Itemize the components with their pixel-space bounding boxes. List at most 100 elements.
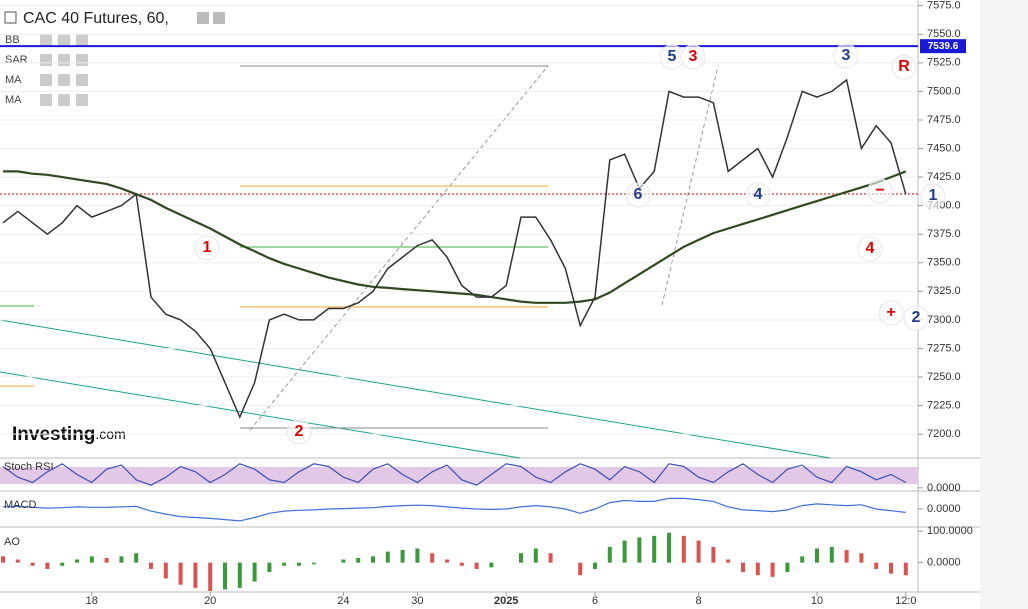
y-tick-label: 7500.0 bbox=[927, 85, 961, 97]
side-strip bbox=[980, 0, 1028, 609]
histogram-bar bbox=[415, 548, 420, 563]
histogram-bar bbox=[297, 562, 301, 566]
collapse-icon[interactable] bbox=[4, 11, 17, 24]
icon[interactable] bbox=[58, 54, 70, 66]
histogram-bar bbox=[385, 551, 390, 563]
histogram-bar bbox=[696, 540, 701, 563]
histogram-bar bbox=[15, 559, 20, 563]
histogram-bar bbox=[356, 557, 361, 563]
series-line bbox=[2, 78, 907, 419]
icon[interactable] bbox=[58, 74, 70, 86]
histogram-bar bbox=[844, 550, 849, 563]
histogram-bar bbox=[711, 546, 716, 563]
trend-line bbox=[0, 371, 521, 459]
histogram-bar bbox=[474, 562, 479, 569]
histogram-bar bbox=[45, 562, 50, 569]
y-tick-label: 100.0000 bbox=[927, 525, 973, 537]
histogram-bar bbox=[75, 559, 79, 563]
wave-circle bbox=[867, 178, 893, 204]
histogram-bar bbox=[252, 562, 257, 582]
icon[interactable] bbox=[58, 34, 70, 46]
wave-circle bbox=[194, 235, 220, 261]
x-tick-label: 24 bbox=[337, 595, 349, 607]
histogram-bar bbox=[815, 548, 819, 563]
indicator-label[interactable]: SAR bbox=[5, 54, 28, 66]
histogram-bar bbox=[622, 540, 627, 563]
histogram-bar bbox=[89, 556, 94, 563]
histogram-bar bbox=[859, 553, 864, 563]
icon[interactable] bbox=[58, 94, 70, 106]
icon[interactable] bbox=[197, 12, 209, 24]
icon[interactable] bbox=[40, 34, 52, 46]
histogram-bar bbox=[829, 546, 834, 563]
wave-label: R bbox=[898, 58, 910, 75]
histogram-bar bbox=[519, 553, 523, 563]
x-tick-label: 18 bbox=[86, 595, 98, 607]
histogram-bar bbox=[223, 562, 227, 590]
wave-circle bbox=[745, 182, 771, 208]
trend-line bbox=[0, 319, 831, 459]
x-tick-label: 20 bbox=[204, 595, 216, 607]
pane-label[interactable]: MACD bbox=[4, 499, 36, 511]
histogram-bar bbox=[548, 553, 553, 563]
wave-circle bbox=[833, 43, 859, 69]
histogram-bar bbox=[400, 550, 405, 563]
histogram-bar bbox=[341, 559, 346, 563]
icon[interactable] bbox=[76, 94, 88, 106]
icon[interactable] bbox=[40, 54, 52, 66]
wave-label: 2 bbox=[912, 309, 921, 326]
x-tick-label: 12:0 bbox=[895, 595, 916, 607]
histogram-bar bbox=[578, 562, 583, 576]
histogram-bar bbox=[430, 553, 435, 563]
histogram-bar bbox=[371, 556, 375, 563]
pane-label[interactable]: AO bbox=[4, 536, 20, 548]
histogram-bar bbox=[119, 556, 124, 563]
indicator-label[interactable]: MA bbox=[5, 74, 22, 86]
icon[interactable] bbox=[76, 54, 88, 66]
indicator-label[interactable]: MA bbox=[5, 94, 22, 106]
icon[interactable] bbox=[40, 94, 52, 106]
indicator-label[interactable]: BB bbox=[5, 34, 20, 46]
wave-label: 6 bbox=[634, 186, 643, 203]
icon[interactable] bbox=[213, 12, 225, 24]
wave-circle bbox=[286, 419, 312, 445]
trend-line bbox=[249, 65, 549, 431]
icon[interactable] bbox=[76, 74, 88, 86]
histogram-bar bbox=[1, 556, 5, 563]
histogram-bar bbox=[311, 562, 316, 565]
x-tick-label: 8 bbox=[696, 595, 702, 607]
histogram-bar bbox=[237, 562, 242, 588]
histogram-bar bbox=[459, 562, 464, 566]
icon[interactable] bbox=[40, 74, 52, 86]
x-tick-label: 6 bbox=[592, 595, 598, 607]
histogram-bar bbox=[149, 562, 153, 569]
histogram-bar bbox=[755, 562, 760, 576]
y-tick-label: 7525.0 bbox=[927, 57, 961, 69]
histogram-bar bbox=[60, 562, 65, 566]
series-line bbox=[2, 497, 906, 522]
icon[interactable] bbox=[76, 34, 88, 46]
wave-label: 3 bbox=[689, 48, 698, 65]
histogram-bar bbox=[593, 562, 597, 569]
y-tick-label: 0.0000 bbox=[927, 503, 961, 515]
wave-label: 4 bbox=[866, 240, 875, 257]
histogram-bar bbox=[637, 537, 642, 563]
pane-label[interactable]: Stoch RSI bbox=[4, 461, 54, 473]
histogram-bar bbox=[741, 562, 745, 573]
y-tick-label: 7475.0 bbox=[927, 114, 961, 126]
wave-label: + bbox=[886, 304, 895, 321]
histogram-bar bbox=[489, 562, 494, 568]
histogram-bar bbox=[874, 562, 879, 569]
x-tick-label: 30 bbox=[411, 595, 423, 607]
histogram-bar bbox=[533, 548, 538, 563]
histogram-bar bbox=[178, 562, 183, 585]
histogram-bar bbox=[208, 562, 213, 591]
y-tick-label: 7450.0 bbox=[927, 142, 961, 154]
y-tick-label: 7325.0 bbox=[927, 285, 961, 297]
chart-title: CAC 40 Futures, 60, bbox=[23, 10, 169, 27]
x-tick-label: 10 bbox=[811, 595, 823, 607]
wave-circle bbox=[878, 300, 904, 326]
wave-circle bbox=[680, 44, 706, 70]
trend-line bbox=[661, 65, 719, 306]
